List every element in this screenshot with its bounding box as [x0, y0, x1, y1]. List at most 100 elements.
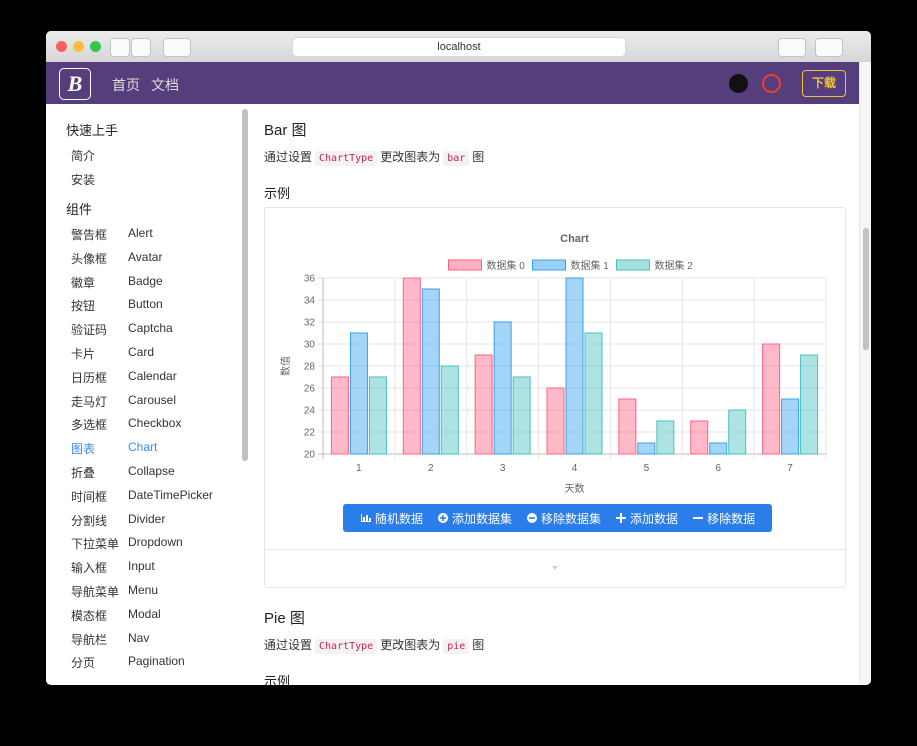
legend-label: 数据集 0	[487, 259, 526, 272]
sidebar-item-en[interactable]: Input	[128, 559, 155, 574]
sidebar-item[interactable]: 验证码	[71, 323, 108, 338]
zoom[interactable]	[90, 41, 101, 52]
sidebar-item[interactable]: 头像框	[71, 251, 108, 266]
x-tick-label: 2	[428, 463, 434, 474]
sidebar-item[interactable]: 图表	[71, 442, 96, 457]
text: 更改图表为	[380, 150, 441, 164]
y-tick-label: 32	[304, 318, 316, 329]
x-tick-label: 1	[356, 463, 362, 474]
nav-link[interactable]: 首页	[112, 77, 140, 93]
icon	[693, 517, 704, 519]
description: 通过设置 ChartType 更改图表为 bar 图	[264, 148, 484, 166]
sidebar-item-en[interactable]: Chart	[128, 440, 158, 455]
sidebar-item[interactable]: 导航栏	[71, 632, 108, 647]
sidebar-item-en[interactable]: Calendar	[128, 368, 177, 383]
sidebar-heading: 组件	[66, 202, 93, 217]
sidebar-item[interactable]: 导航菜单	[71, 585, 120, 599]
sidebar-item-en[interactable]: Alert	[128, 226, 153, 240]
icon	[361, 514, 371, 522]
sidebar-item-en[interactable]: Nav	[128, 630, 150, 645]
sidebar-item[interactable]: 模态框	[71, 608, 108, 623]
y-tick-label: 20	[304, 450, 316, 461]
sidebar-heading: 快速上手	[66, 123, 119, 138]
bar	[690, 420, 709, 455]
legend-label: 数据集 1	[571, 259, 610, 272]
sidebar-item[interactable]: 输入框	[71, 561, 108, 576]
section-title: Pie 图	[264, 607, 305, 628]
y-tick-label: 22	[304, 428, 316, 439]
button-label: 添加数据	[630, 511, 679, 526]
gitee-icon[interactable]	[762, 74, 781, 93]
sidebar-item-en[interactable]: Captcha	[128, 321, 173, 336]
bar	[584, 332, 603, 455]
sidebar-item[interactable]: 折叠	[71, 466, 96, 480]
button[interactable]: 移除数据集	[526, 510, 601, 527]
minimize[interactable]	[73, 41, 84, 52]
text: 通过设置	[264, 638, 313, 652]
sidebar-item[interactable]: 警告框	[71, 228, 108, 242]
sidebar-item-en[interactable]: Badge	[128, 273, 163, 288]
sidebar-item[interactable]: 时间框	[71, 489, 108, 504]
forward-button[interactable]	[131, 38, 151, 57]
sidebar-item-en[interactable]: Button	[128, 297, 163, 312]
sidebar-item-en[interactable]: Menu	[128, 583, 159, 597]
sidebar-item-en[interactable]: Checkbox	[128, 416, 182, 431]
sidebar-item[interactable]: 走马灯	[71, 394, 108, 409]
code: ChartType	[315, 639, 378, 654]
sidebar-item[interactable]: 分页	[71, 656, 96, 671]
back-button[interactable]	[110, 38, 130, 57]
sidebar-scroll-thumb[interactable]	[242, 109, 248, 461]
sidebar-item-en[interactable]: Modal	[128, 606, 161, 621]
sidebar-item[interactable]: 徽章	[71, 275, 96, 290]
close[interactable]	[56, 41, 67, 52]
expand-caret[interactable]	[552, 566, 558, 570]
title-bar: localhost	[46, 31, 871, 63]
x-axis-label: 天数	[565, 482, 585, 495]
description: 通过设置 ChartType 更改图表为 pie 图	[264, 636, 484, 654]
scroll-thumb[interactable]	[863, 228, 869, 350]
bar	[656, 420, 675, 455]
sidebar-item-en[interactable]: DateTimePicker	[128, 487, 213, 502]
sidebar-item[interactable]: 按钮	[71, 299, 96, 314]
download-button[interactable]: 下载	[802, 70, 846, 97]
button[interactable]: 添加数据	[615, 510, 678, 527]
nav-link[interactable]: 文档	[151, 77, 179, 93]
bar	[709, 442, 728, 455]
sidebar-item-en[interactable]: Carousel	[128, 392, 177, 407]
sidebar-item-en[interactable]: Pagination	[128, 654, 185, 669]
sidebar-item[interactable]: 分割线	[71, 513, 108, 528]
sidebar-item-en[interactable]: Divider	[128, 511, 166, 526]
y-tick-label: 24	[304, 406, 316, 417]
chart-title: Chart	[560, 233, 589, 245]
logo[interactable]: B	[59, 68, 91, 100]
github-icon[interactable]	[729, 74, 748, 93]
address-bar[interactable]: localhost	[293, 38, 625, 56]
sidebar-item-en[interactable]: Collapse	[128, 464, 175, 478]
icon	[438, 513, 449, 523]
sidebar-item[interactable]: 卡片	[71, 347, 96, 361]
button[interactable]: 添加数据集	[437, 510, 512, 527]
sidebar-item-en[interactable]: Card	[128, 345, 155, 359]
bar	[440, 365, 459, 455]
sidebar-button[interactable]	[163, 38, 191, 57]
x-tick-label: 4	[572, 463, 578, 474]
button[interactable]: 移除数据	[692, 510, 755, 527]
sidebar-item-en[interactable]: Avatar	[128, 249, 163, 264]
bar	[565, 277, 584, 455]
tabs-button[interactable]	[815, 38, 843, 57]
sidebar-item[interactable]: 多选框	[71, 418, 108, 433]
sidebar-item[interactable]: 日历框	[71, 370, 108, 385]
example-panel: Chart 数据集 0 数据集 1 数据集 2 20 22 24 26 28 30 32 34 36 数值…	[264, 207, 846, 588]
y-tick-label: 34	[304, 296, 316, 307]
x-tick-label: 5	[644, 463, 650, 474]
sidebar-item[interactable]: 下拉菜单	[71, 537, 120, 552]
share-button[interactable]	[778, 38, 806, 57]
sidebar-item[interactable]: 安装	[71, 173, 96, 187]
code: pie	[443, 639, 470, 654]
button-label: 随机数据	[375, 511, 424, 526]
bar	[728, 409, 747, 455]
y-axis-label: 数值	[279, 356, 292, 376]
button[interactable]: 随机数据	[360, 510, 423, 527]
sidebar-item[interactable]: 简介	[71, 149, 96, 163]
sidebar-item-en[interactable]: Dropdown	[128, 535, 183, 550]
